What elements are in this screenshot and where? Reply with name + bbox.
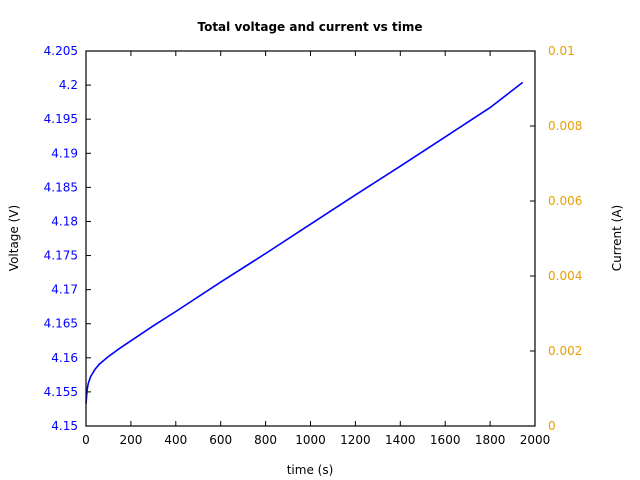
y-tick-label: 4.15 [51, 419, 78, 433]
y-tick-label: 4.185 [44, 180, 78, 194]
y-tick-label: 4.205 [44, 44, 78, 58]
x-tick-label: 1200 [340, 433, 371, 447]
x-axis-label: time (s) [287, 463, 334, 477]
plot-frame [85, 50, 536, 427]
x-tick-label: 400 [164, 433, 187, 447]
y2-tick-label: 0.01 [548, 44, 575, 58]
y-tick-label: 4.16 [51, 351, 78, 365]
chart-title: Total voltage and current vs time [197, 20, 422, 34]
x-tick-label: 2000 [520, 433, 551, 447]
y2-axis-label: Current (A) [610, 205, 624, 271]
y-tick-label: 4.155 [44, 385, 78, 399]
plot-area: 0 200 400 600 800 1000 1200 1400 1600 1800 2000 4.1… [44, 44, 583, 447]
y-tick-label: 4.165 [44, 317, 78, 331]
y2-tick-label: 0.008 [548, 119, 582, 133]
x-tick-label: 600 [209, 433, 232, 447]
x-tick-label: 1600 [430, 433, 461, 447]
x-tick-label: 1000 [295, 433, 326, 447]
y2-tick-label: 0 [548, 419, 556, 433]
y-axis-label: Voltage (V) [7, 205, 21, 271]
y-tick-label: 4.2 [59, 78, 78, 92]
y-tick-label: 4.18 [51, 214, 78, 228]
voltage-line [85, 81, 524, 404]
x-tick-label: 0 [82, 433, 90, 447]
y2-tick-label: 0.002 [548, 344, 582, 358]
y-tick-label: 4.195 [44, 112, 78, 126]
x-tick-label: 1400 [385, 433, 416, 447]
y-tick-label: 4.17 [51, 283, 78, 297]
x-tick-label: 1800 [475, 433, 506, 447]
y-tick-label: 4.175 [44, 249, 78, 263]
x-tick-label: 200 [119, 433, 142, 447]
y2-tick-label: 0.004 [548, 269, 582, 283]
y-tick-label: 4.19 [51, 146, 78, 160]
x-tick-label: 800 [254, 433, 277, 447]
y2-tick-label: 0.006 [548, 194, 582, 208]
